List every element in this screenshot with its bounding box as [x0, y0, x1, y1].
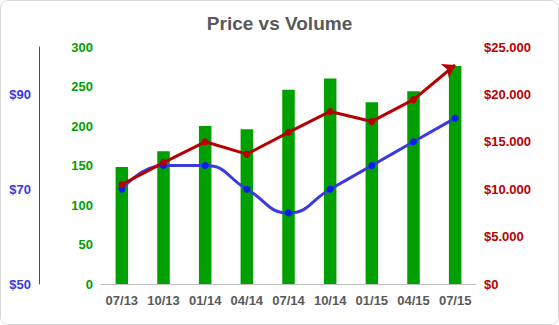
svg-text:$50: $50 — [9, 277, 31, 292]
svg-text:300: 300 — [71, 40, 93, 55]
svg-text:04/15: 04/15 — [397, 293, 430, 308]
svg-text:$0: $0 — [484, 277, 498, 292]
svg-text:07/14: 07/14 — [272, 293, 305, 308]
svg-text:0: 0 — [86, 277, 93, 292]
svg-text:$15.000: $15.000 — [484, 134, 531, 149]
svg-text:10/13: 10/13 — [147, 293, 180, 308]
svg-text:$90: $90 — [9, 87, 31, 102]
svg-text:01/14: 01/14 — [189, 293, 222, 308]
svg-text:250: 250 — [71, 79, 93, 94]
svg-text:50: 50 — [79, 237, 93, 252]
svg-text:200: 200 — [71, 119, 93, 134]
svg-text:10/14: 10/14 — [314, 293, 347, 308]
svg-text:07/13: 07/13 — [106, 293, 139, 308]
svg-text:$10.000: $10.000 — [484, 182, 531, 197]
svg-text:150: 150 — [71, 158, 93, 173]
svg-text:04/14: 04/14 — [231, 293, 264, 308]
svg-text:Price vs Volume: Price vs Volume — [207, 13, 352, 34]
svg-text:01/15: 01/15 — [356, 293, 389, 308]
svg-text:$70: $70 — [9, 182, 31, 197]
svg-text:$20.000: $20.000 — [484, 87, 531, 102]
svg-text:100: 100 — [71, 198, 93, 213]
svg-text:$25.000: $25.000 — [484, 40, 531, 55]
svg-text:$5.000: $5.000 — [484, 229, 524, 244]
svg-text:07/15: 07/15 — [439, 293, 472, 308]
